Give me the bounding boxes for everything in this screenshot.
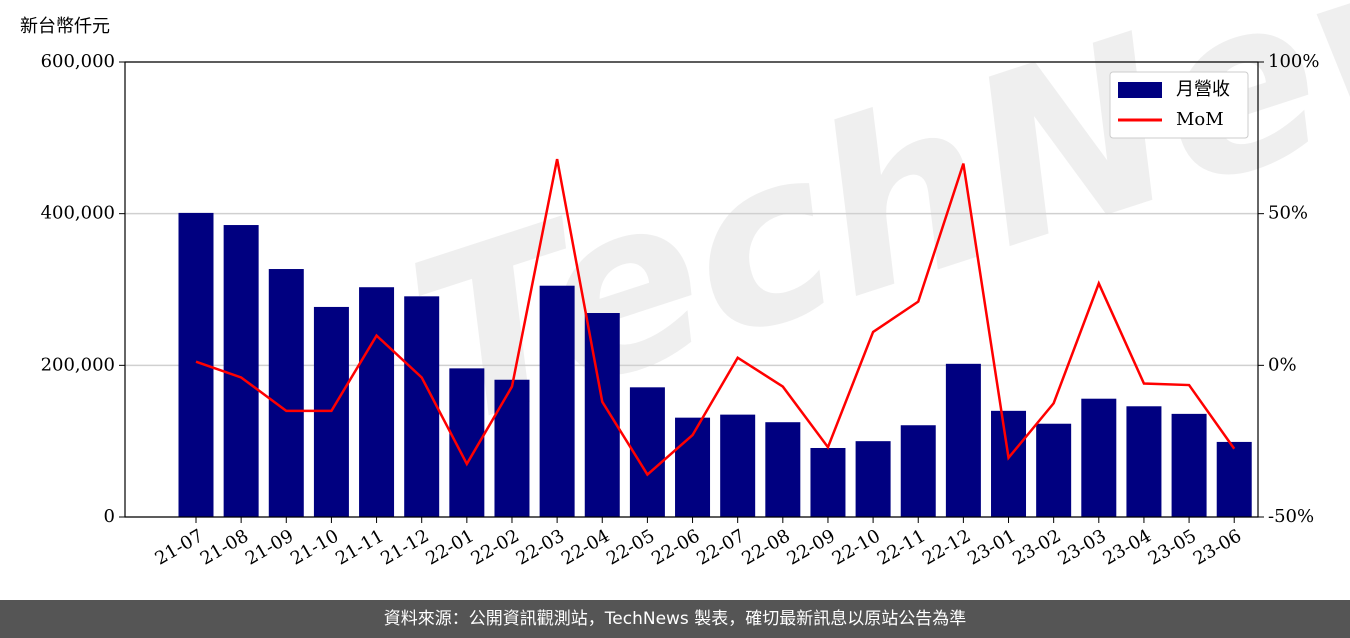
bar <box>268 269 304 517</box>
x-tick-label: 22-09 <box>784 525 839 569</box>
legend-swatch <box>1118 82 1162 98</box>
y-tick-label: 200,000 <box>41 354 115 375</box>
x-tick-label: 23-04 <box>1100 525 1155 569</box>
x-tick-label: 23-06 <box>1190 525 1245 569</box>
x-tick-label: 21-09 <box>242 525 297 569</box>
bar <box>1081 398 1117 517</box>
footer-text: 資料來源：公開資訊觀測站，TechNews 製表，確切最新訊息以原站公告為準 <box>384 609 966 629</box>
bar <box>1126 406 1162 517</box>
x-tick-label: 22-10 <box>829 525 884 569</box>
y-tick-label: 0 <box>104 506 115 527</box>
y-tick-label: 600,000 <box>41 51 115 72</box>
bar <box>404 296 440 517</box>
y2-tick-label: 0% <box>1268 354 1297 375</box>
bar <box>1216 441 1252 517</box>
line <box>195 158 1236 477</box>
x-tick-label: 21-07 <box>152 525 207 569</box>
bar <box>494 379 530 517</box>
x-tick-label: 21-10 <box>287 525 342 569</box>
bar <box>584 313 620 517</box>
x-tick-label: 23-05 <box>1145 525 1200 569</box>
bar <box>223 225 259 517</box>
x-tick-label: 21-11 <box>332 525 387 569</box>
legend-label: 月營收 <box>1176 79 1230 100</box>
x-tick-label: 23-03 <box>1054 525 1109 569</box>
bar <box>855 441 891 517</box>
bar <box>359 287 395 517</box>
y2-tick-label: -50% <box>1268 506 1314 527</box>
x-tick-label: 22-12 <box>919 525 974 569</box>
x-tick-label: 22-02 <box>468 525 523 569</box>
x-tick-label: 22-11 <box>874 525 929 569</box>
bar <box>720 414 756 517</box>
x-tick-label: 22-05 <box>603 525 658 569</box>
x-tick-label: 22-06 <box>648 525 703 569</box>
y2-tick-label: 100% <box>1268 51 1319 72</box>
footer-bar <box>0 600 1350 638</box>
x-tick-label: 22-07 <box>693 525 748 569</box>
x-tick-label: 22-04 <box>558 525 613 569</box>
bar <box>675 417 711 517</box>
bar <box>991 410 1027 517</box>
bar <box>629 387 665 517</box>
plot-frame <box>124 61 1259 518</box>
bar <box>539 285 575 517</box>
x-tick-label: 21-12 <box>377 525 432 569</box>
x-tick-label: 23-01 <box>964 525 1019 569</box>
x-tick-label: 22-03 <box>513 525 568 569</box>
bar <box>945 363 981 517</box>
legend-label: MoM <box>1176 109 1224 130</box>
bar <box>1036 423 1072 517</box>
bar <box>900 425 936 517</box>
bar <box>765 422 801 517</box>
x-tick-label: 21-08 <box>197 525 252 569</box>
bar <box>810 447 846 517</box>
x-tick-label: 22-01 <box>422 525 477 569</box>
y-axis-title: 新台幣仟元 <box>20 16 110 37</box>
x-tick-label: 23-02 <box>1009 525 1064 569</box>
y2-tick-label: 50% <box>1268 203 1308 224</box>
y-tick-label: 400,000 <box>41 203 115 224</box>
x-tick-label: 22-08 <box>738 525 793 569</box>
bar <box>1171 413 1207 517</box>
